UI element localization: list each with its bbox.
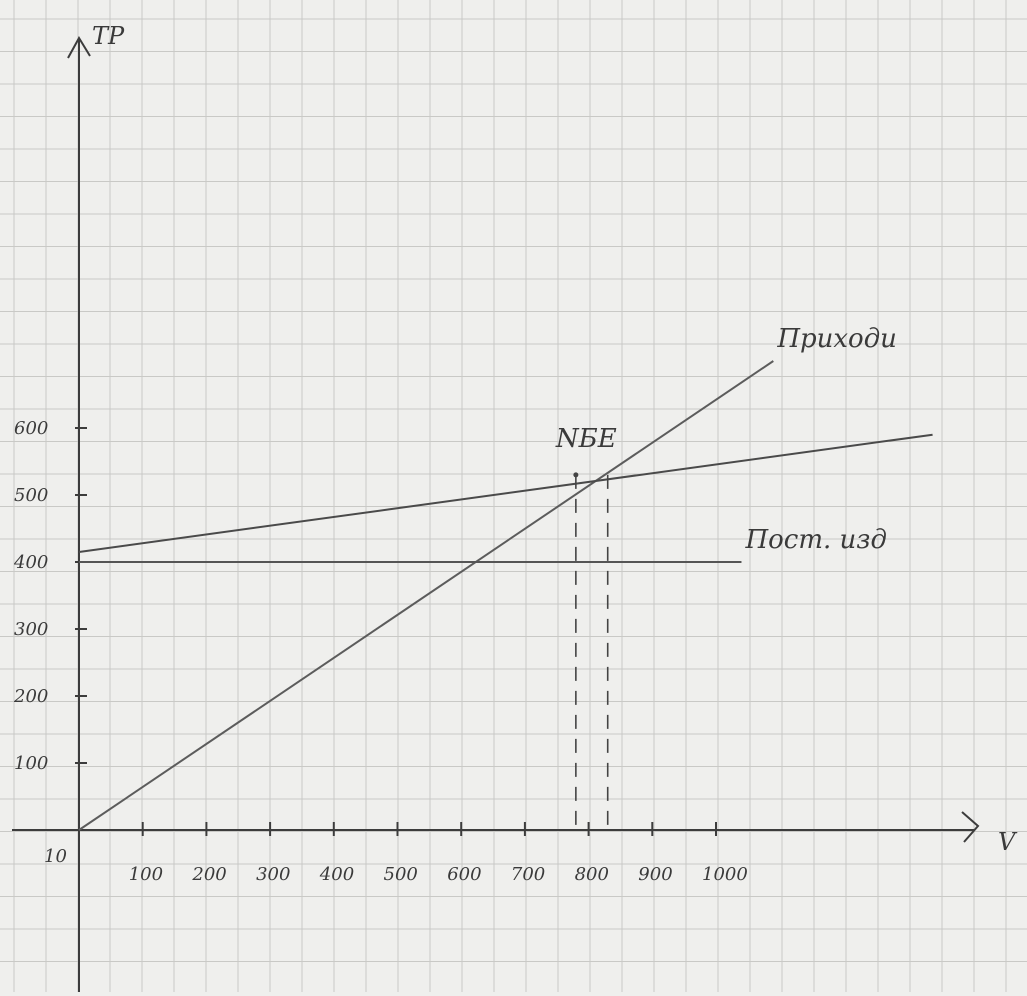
x-axis-arrow [961, 811, 980, 843]
axes: ТР V 10 [12, 22, 1018, 992]
x-tick-label: 800 [575, 864, 609, 885]
y-tick-label: 200 [13, 686, 48, 707]
x-tick-label: 1000 [702, 864, 748, 885]
y-axis-label: ТР [92, 22, 125, 50]
x-tick-label: 700 [511, 864, 545, 885]
x-tick-label: 200 [191, 864, 226, 885]
x-axis-label: V [998, 828, 1018, 856]
break-even-point [573, 472, 579, 478]
y-tick-label: 100 [14, 753, 48, 774]
x-tick-label: 900 [638, 864, 672, 885]
series-line-1 [78, 433, 933, 553]
y-tick-label: 600 [14, 418, 48, 439]
series-label-0: Приходи [776, 324, 897, 354]
origin-label: 10 [44, 846, 67, 867]
y-tick-label: 400 [13, 552, 48, 573]
series-line-0 [78, 360, 774, 831]
x-tick-label: 300 [256, 864, 290, 885]
annotation-label-0: NБЕ [555, 424, 617, 454]
annotations: NБЕ [555, 424, 617, 830]
x-tick-label: 100 [129, 864, 163, 885]
y-tick-label: 300 [14, 619, 48, 640]
y-axis-arrow [67, 36, 91, 59]
x-tick-label: 500 [384, 864, 418, 885]
ticks: 100 200 300 400 500 600 100 200 300 400 500 600 700 8… [13, 418, 748, 885]
x-tick-label: 600 [447, 864, 481, 885]
series-group: Приходи Пост. изд [78, 324, 933, 831]
series-label-2: Пост. изд [744, 525, 886, 555]
y-tick-label: 500 [14, 485, 48, 506]
x-tick-label: 400 [319, 864, 354, 885]
